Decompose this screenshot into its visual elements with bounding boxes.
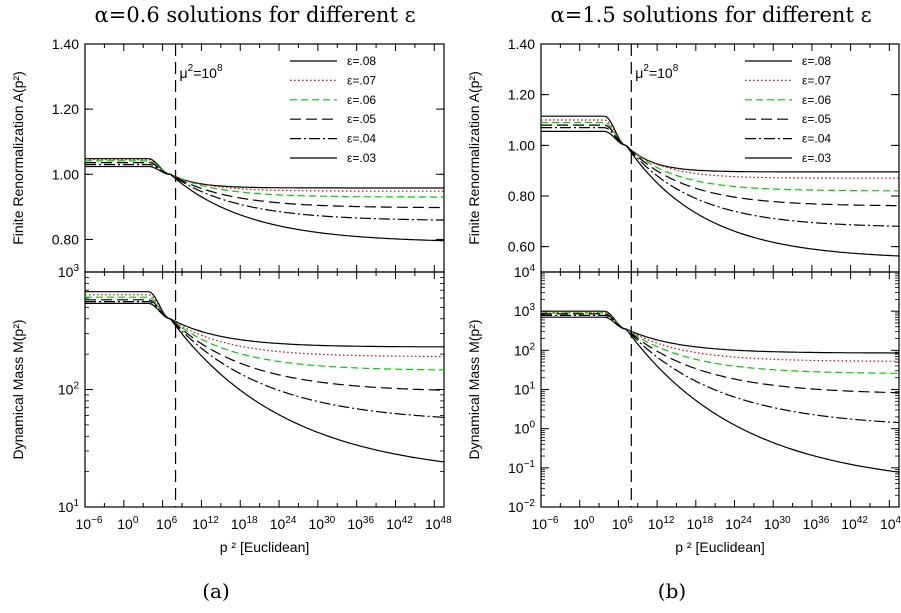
x-tick-label: 1018 bbox=[686, 515, 713, 532]
caption-b: (b) bbox=[658, 579, 686, 603]
series-line bbox=[541, 130, 900, 257]
plot-frame bbox=[540, 43, 900, 273]
y-tick-label: 100 bbox=[514, 420, 536, 437]
series-line bbox=[541, 311, 899, 362]
y-tick-label: 1.20 bbox=[52, 101, 79, 117]
caption-a: (a) bbox=[202, 579, 230, 603]
y-tick-label: 1.40 bbox=[508, 36, 535, 52]
y-tick-label: 10−2 bbox=[508, 498, 535, 515]
y-axis-label: Finite Renormalization A(p²) bbox=[10, 71, 26, 245]
series-line bbox=[541, 314, 900, 424]
y-tick-label: 1.40 bbox=[52, 36, 79, 52]
series-line bbox=[85, 163, 445, 221]
mu-annotation: μ2=108 bbox=[635, 63, 678, 81]
plot-frame bbox=[540, 271, 900, 508]
series-line bbox=[85, 162, 444, 209]
x-tick-label: 1036 bbox=[347, 515, 374, 532]
x-tick-label: 1024 bbox=[725, 515, 752, 532]
x-tick-label: 100 bbox=[573, 515, 595, 532]
x-tick-label: 1042 bbox=[386, 515, 413, 532]
y-axis-label: Finite Renormalization A(p²) bbox=[466, 71, 482, 245]
y-axis-label: Dynamical Mass M(p²) bbox=[466, 319, 482, 459]
x-tick-label: 1030 bbox=[764, 515, 791, 532]
y-tick-label: 101 bbox=[514, 381, 536, 398]
panel-a-top: 0.80 1.00 1.20 1.40 Finite Renormalization A… bbox=[10, 36, 445, 273]
legend-label: ε=.06 bbox=[802, 93, 831, 107]
y-tick-label: 0.60 bbox=[508, 239, 535, 255]
legend-label: ε=.06 bbox=[347, 93, 376, 107]
x-tick-label: 100 bbox=[117, 515, 139, 532]
x-tick-label: 1048 bbox=[425, 515, 452, 532]
series-line bbox=[85, 160, 444, 198]
legend-label: ε=.03 bbox=[347, 151, 376, 165]
x-tick-label: 1030 bbox=[309, 515, 336, 532]
y-tick-label: 0.80 bbox=[52, 231, 79, 247]
legend-label: ε=.03 bbox=[802, 151, 831, 165]
y-tick-label: 10−1 bbox=[508, 459, 535, 476]
y-tick-label: 0.80 bbox=[508, 188, 535, 204]
legend-label: ε=.07 bbox=[347, 73, 376, 87]
x-tick-label: 1012 bbox=[648, 515, 675, 532]
legend-label: ε=.04 bbox=[347, 132, 376, 146]
legend-label: ε=.07 bbox=[802, 73, 831, 87]
series-line bbox=[85, 294, 444, 358]
x-axis-label: p ² [Euclidean] bbox=[220, 539, 310, 555]
x-tick-label: 1042 bbox=[841, 515, 868, 532]
series-line bbox=[541, 316, 900, 473]
x-axis-label: p ² [Euclidean] bbox=[675, 539, 765, 555]
legend-label: ε=.08 bbox=[802, 54, 831, 68]
mu-annotation: μ2=108 bbox=[180, 63, 223, 81]
y-tick-label: 1.00 bbox=[508, 137, 535, 153]
title-left: α=0.6 solutions for different ε bbox=[95, 3, 416, 27]
x-tick-label: 1048 bbox=[880, 515, 901, 532]
series-line bbox=[541, 127, 900, 227]
series-line bbox=[85, 291, 445, 348]
series-line bbox=[541, 313, 899, 394]
x-tick-label: 10−6 bbox=[76, 515, 103, 532]
x-tick-label: 1024 bbox=[270, 515, 297, 532]
series-line bbox=[85, 302, 445, 463]
legend-label: ε=.08 bbox=[347, 54, 376, 68]
plot-frame bbox=[84, 43, 445, 273]
x-tick-label: 1012 bbox=[192, 515, 219, 532]
panel-a-bottom: 10−6 100 106 1012 1018 1024 1030 1036 1042 1048 p … bbox=[10, 263, 452, 555]
title-right: α=1.5 solutions for different ε bbox=[551, 3, 872, 27]
x-tick-label: 1036 bbox=[803, 515, 830, 532]
x-tick-label: 106 bbox=[612, 515, 634, 532]
series-line bbox=[541, 119, 899, 179]
y-tick-label: 103 bbox=[514, 302, 536, 319]
series-line bbox=[541, 310, 899, 354]
legend-label: ε=.04 bbox=[802, 132, 831, 146]
x-tick-label: 106 bbox=[156, 515, 178, 532]
y-tick-label: 1.20 bbox=[508, 87, 535, 103]
series-line bbox=[541, 115, 899, 173]
y-tick-label: 101 bbox=[58, 498, 80, 515]
legend-label: ε=.05 bbox=[347, 112, 376, 126]
series-line bbox=[85, 158, 444, 189]
panel-b-top: 0.60 0.80 1.00 1.20 1.40 Finite Renormalizati… bbox=[466, 36, 900, 273]
legend-label: ε=.05 bbox=[802, 112, 831, 126]
x-tick-label: 10−6 bbox=[532, 515, 559, 532]
x-tick-label: 1018 bbox=[231, 515, 258, 532]
series-line bbox=[541, 312, 899, 374]
y-tick-label: 104 bbox=[514, 263, 536, 280]
series-line bbox=[85, 299, 444, 391]
plot-frame bbox=[84, 271, 445, 508]
series-line bbox=[85, 296, 444, 371]
panel-b-bottom: 10−6 100 106 1012 1018 1024 1030 1036 1042 1048 p … bbox=[466, 263, 901, 555]
series-line bbox=[541, 124, 899, 207]
series-line bbox=[85, 165, 445, 242]
y-tick-label: 102 bbox=[58, 381, 80, 398]
y-axis-label: Dynamical Mass M(p²) bbox=[10, 319, 26, 459]
y-tick-label: 1.00 bbox=[52, 166, 79, 182]
series-line bbox=[541, 121, 899, 192]
series-line bbox=[85, 301, 445, 418]
y-tick-label: 103 bbox=[58, 263, 80, 280]
y-tick-label: 102 bbox=[514, 341, 536, 358]
